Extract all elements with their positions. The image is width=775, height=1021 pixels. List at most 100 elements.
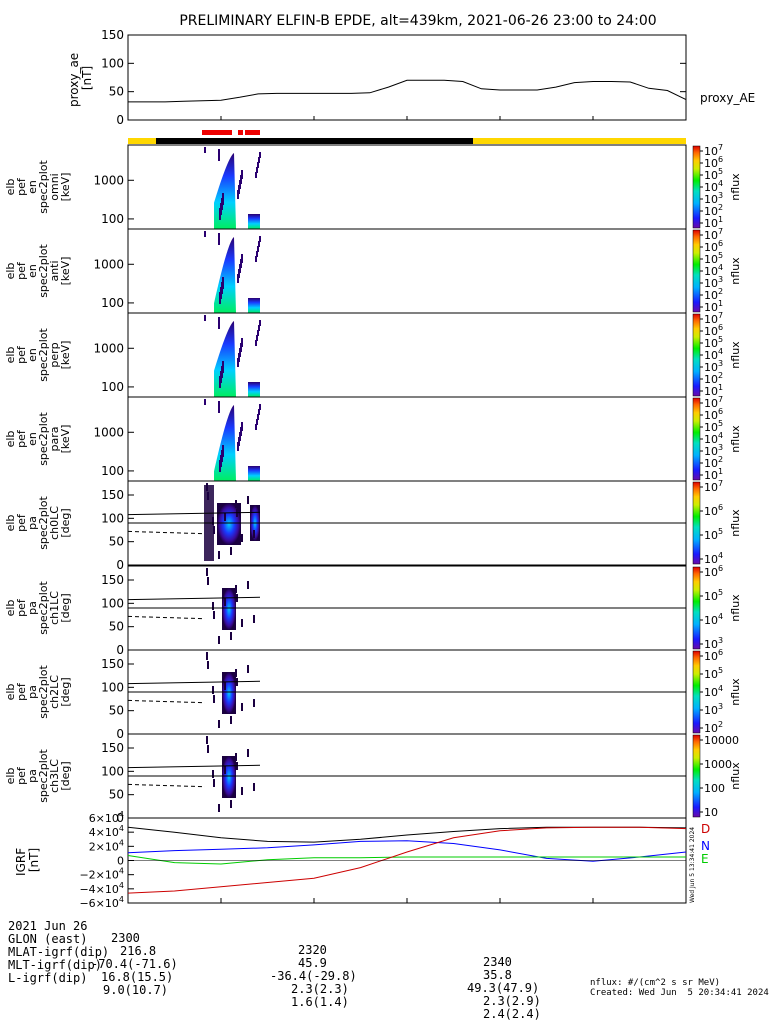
footer-row-label: MLAT-igrf(dip) [8,945,110,959]
colorbar [692,397,701,481]
colorbar-tick-label: 105 [704,588,723,603]
spec-panel-ylabel: elbpefenspec2plotomni[keV] [4,160,72,214]
pitch-angle-sparse-pixel [213,779,215,787]
spec-ylabel-line: elb [4,347,17,364]
spectrogram-sparse-pixel [259,236,261,242]
igrf-ytick-label: 6×104 [89,810,124,825]
spec-ylabel-line: [keV] [59,341,72,370]
spec-ytick-label: 100 [101,764,124,778]
igrf-legend-d: D [701,822,710,836]
footer-row-col1: -70.4(-71.6) [91,957,178,971]
spectrogram-sparse-pixel [239,180,241,189]
spec-ylabel-line: pef [15,261,28,280]
loss-cone-line [127,596,261,601]
spec-ylabel-line: anti [48,260,61,281]
spec-ylabel-line: elb [4,768,17,785]
igrf-ylabel: IGRF [nT] [14,844,41,876]
colorbar-tick-label: 107 [704,479,723,494]
spec-ytick-label: 150 [101,741,124,755]
igrf-legend-n: N [701,839,710,853]
colorbar-label: nflux [729,509,742,537]
spec-panel-7: 150 100 50 0 elbpefpaspec2plotch3LC[deg] 1000… [4,733,742,825]
spec-ytick-label: 100 [101,380,124,394]
spec-panel-ylabel: elbpefenspec2plotperp[keV] [4,328,72,382]
footer-row-col2: -36.4(-29.8) [270,969,357,983]
spectrogram-sparse-pixel [240,427,242,436]
spectrogram-sparse-pixel [238,437,240,446]
pitch-angle-main-blob [222,672,236,714]
spectrogram-sparse-pixel [204,315,206,321]
spec-ytick-label: 1000 [93,425,124,439]
footer-row-col3: 2340 [483,955,512,969]
proxy-ae-series-label: proxy_AE [700,91,755,105]
colorbar [692,145,701,229]
spec-panel-ylabel: elbpefpaspec2plotch1LC[deg] [4,581,72,635]
pitch-angle-sparse-pixel [224,766,226,774]
pitch-angle-sparse-pixel [212,517,214,525]
footer-row-col1: 216.8 [120,944,157,958]
chart-title: PRELIMINARY ELFIN-B EPDE, alt=439km, 202… [179,13,656,29]
igrf-ylabel-unit: [nT] [27,848,41,872]
pitch-angle-sparse-pixel [247,665,249,673]
footer-row-col1: 9.0(10.7) [103,983,169,997]
spec-ytick-label: 100 [101,296,124,310]
pitch-angle-sparse-pixel [213,611,215,619]
footer-row-col3: 35.8 [483,968,512,982]
spec-ylabel-line: omni [48,173,61,200]
loss-cone-line [127,764,261,769]
spectrogram-sparse-pixel [238,185,240,194]
anti-loss-cone-line [127,783,206,788]
footer-row-time: 2021 Jun 26 2300 2320 2340 [8,908,512,968]
spectrogram-sparse-pixel [258,241,260,247]
footer-row-col2: 1.6(1.4) [291,995,349,1009]
spectrogram-sparse-pixel [238,269,240,278]
pitch-angle-sparse-pixel [224,513,226,521]
spec-ylabel-line: pef [15,345,28,364]
pitch-angle-sparse-pixel [253,530,255,538]
spectrogram-sparse-pixel [237,358,239,367]
spec-panel-ylabel: elbpefpaspec2plotch3LC[deg] [4,749,72,803]
spec-ylabel-line: pef [15,598,28,617]
spec-ylabel-line: spec2plot [37,665,50,719]
pitch-angle-sparse-pixel [241,534,243,542]
colorbar-tick-label: 10000 [704,734,739,747]
pitch-angle-sparse-pixel [235,500,237,508]
spectrogram-sparse-pixel [256,251,258,257]
igrf-ytick-label: 4×104 [89,824,124,839]
spec-ylabel-line: elb [4,684,17,701]
spec-ylabel-line: en [26,264,39,278]
footer-row-glon: GLON (east) 216.8 45.9 35.8 [8,921,512,981]
proxy-ae-ytick-label: 150 [101,28,124,42]
science-zone-marker-1 [202,130,232,135]
spectrogram-sparse-pixel [256,335,258,341]
footer-row-col2: 2320 [298,943,327,957]
footer-row-col3: 2.4(2.4) [483,1007,541,1021]
spec-ytick-label: 100 [101,680,124,694]
spec-ytick-label: 50 [109,788,124,802]
footer-row-label: 2021 Jun 26 [8,919,88,933]
colorbar-tick-label: 100 [704,782,725,795]
orbit-status-bar [128,130,686,144]
spectrogram-main-blob [214,237,236,313]
spectrogram-sparse-pixel [255,340,257,346]
spec-ytick-label: 100 [101,596,124,610]
spec-ylabel-line: pef [15,429,28,448]
pitch-angle-sparse-pixel [241,703,243,711]
spec-panel-3: 1000100elbpefenspec2plotpara[keV]1071061… [4,395,742,482]
spec-ylabel-line: en [26,180,39,194]
spec-panel-frame [127,396,687,482]
spec-ylabel-line: pa [26,685,39,699]
colorbar [692,566,701,650]
pitch-angle-sparse-pixel [212,686,214,694]
footer-row-label: L-igrf(dip) [8,971,88,985]
colorbar-tick-label: 1000 [704,758,732,771]
pitch-angle-sparse-pixel [224,598,226,606]
spectrogram-sparse-pixel [237,190,239,199]
pitch-angle-sparse-pixel [206,652,208,660]
pitch-angle-sparse-pixel [235,585,237,593]
pitch-angle-sparse-pixel [213,695,215,703]
footer-row-col1: 2300 [111,931,140,945]
spec-panel-1: 1000100elbpefenspec2plotanti[keV]1071061… [4,227,742,314]
spectrogram-sparse-pixel [219,376,221,388]
